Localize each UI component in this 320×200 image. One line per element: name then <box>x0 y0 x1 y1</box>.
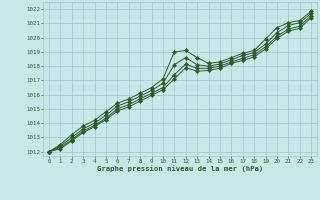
X-axis label: Graphe pression niveau de la mer (hPa): Graphe pression niveau de la mer (hPa) <box>97 166 263 172</box>
